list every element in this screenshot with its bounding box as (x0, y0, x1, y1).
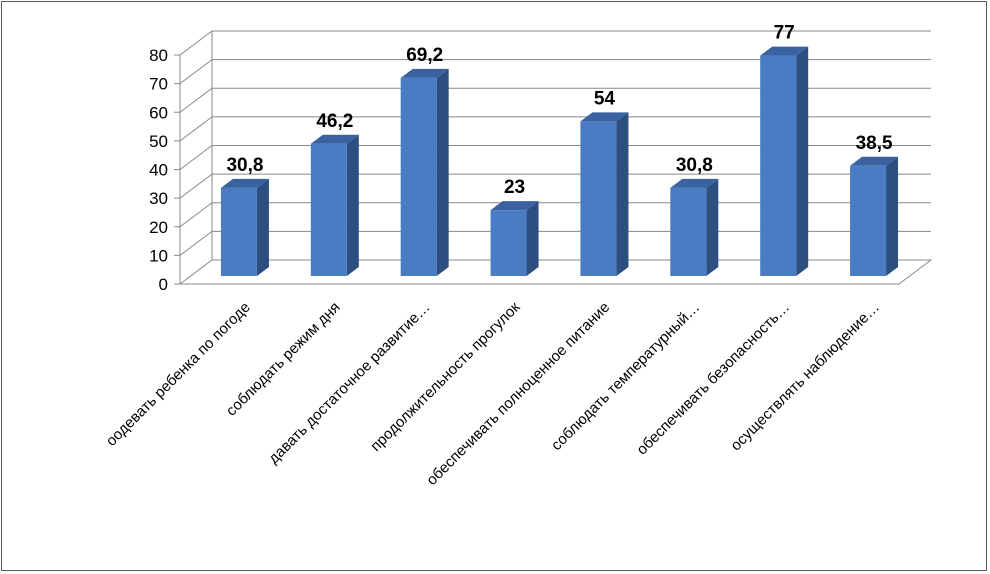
bar-side (346, 134, 359, 276)
bar (670, 178, 719, 276)
category-label: осуществлять наблюдение… (727, 299, 882, 454)
category-label: давать достаточное развитие… (265, 299, 433, 467)
bar-side (436, 68, 449, 276)
y-tick-label: 0 (159, 275, 168, 294)
category-label: обеспечивать безопасность… (633, 299, 793, 459)
category-label: продолжительность прогулок (367, 299, 523, 455)
bar-side (526, 201, 539, 276)
bar (850, 156, 899, 276)
y-tick-label: 20 (149, 218, 168, 237)
gridline (179, 30, 931, 56)
bar-front (760, 55, 797, 277)
chart-walls (179, 31, 933, 285)
bar-side (796, 46, 809, 277)
floor-outline (180, 31, 933, 285)
bar (400, 68, 449, 276)
bar-side (256, 178, 269, 276)
bar-top (490, 201, 539, 211)
gridline (179, 259, 931, 285)
bar-front (490, 210, 527, 276)
data-label: 69,2 (406, 45, 443, 66)
y-tick-label: 70 (149, 75, 168, 94)
bar-front (310, 143, 347, 276)
bar-front (670, 187, 707, 276)
bar-top (670, 178, 719, 188)
data-label: 77 (774, 23, 795, 44)
y-tick-label: 40 (149, 161, 168, 180)
data-labels: 30,8 46,2 69,2 23 54 30,8 77 38,5 (226, 23, 893, 199)
data-label: 46,2 (316, 111, 353, 132)
bar-top (760, 46, 809, 56)
bar-side (706, 178, 719, 276)
bar-side (886, 156, 899, 276)
data-label: 23 (504, 177, 525, 198)
bar-front (400, 77, 437, 276)
bar-front (220, 187, 257, 276)
category-label: соблюдать температурный… (548, 299, 703, 454)
bar-top (400, 68, 449, 78)
gridline (179, 59, 931, 85)
bar (760, 46, 809, 277)
gridline (179, 202, 931, 228)
bar-top (850, 156, 899, 166)
gridline (179, 173, 931, 199)
y-tick-label: 30 (149, 189, 168, 208)
bar-top (220, 178, 269, 188)
data-label: 38,5 (856, 133, 893, 154)
data-label: 54 (594, 88, 616, 109)
bar (490, 201, 539, 276)
gridlines (174, 30, 931, 285)
category-label: оодевать ребенка по погоде (103, 299, 254, 450)
y-tick-label: 10 (149, 246, 168, 265)
gridline (179, 87, 931, 113)
bar-front (850, 165, 887, 276)
category-label: обеспечивать полноценное питание (423, 299, 613, 489)
bar (310, 134, 359, 276)
y-axis-ticks: 0 10 20 30 40 50 60 70 80 (149, 46, 168, 294)
bar (220, 178, 269, 276)
data-label: 30,8 (676, 155, 713, 176)
bars (220, 46, 899, 277)
y-tick-label: 60 (149, 103, 168, 122)
bar-top (580, 112, 629, 122)
bar (580, 112, 629, 276)
bar-top (310, 134, 359, 144)
data-label: 30,8 (226, 155, 263, 176)
gridline (179, 116, 931, 142)
bar-side (616, 112, 629, 276)
bar-front (580, 121, 617, 276)
gridline (179, 145, 931, 170)
gridline (179, 230, 931, 256)
y-tick-label: 50 (149, 132, 168, 151)
y-tick-label: 80 (149, 46, 168, 65)
